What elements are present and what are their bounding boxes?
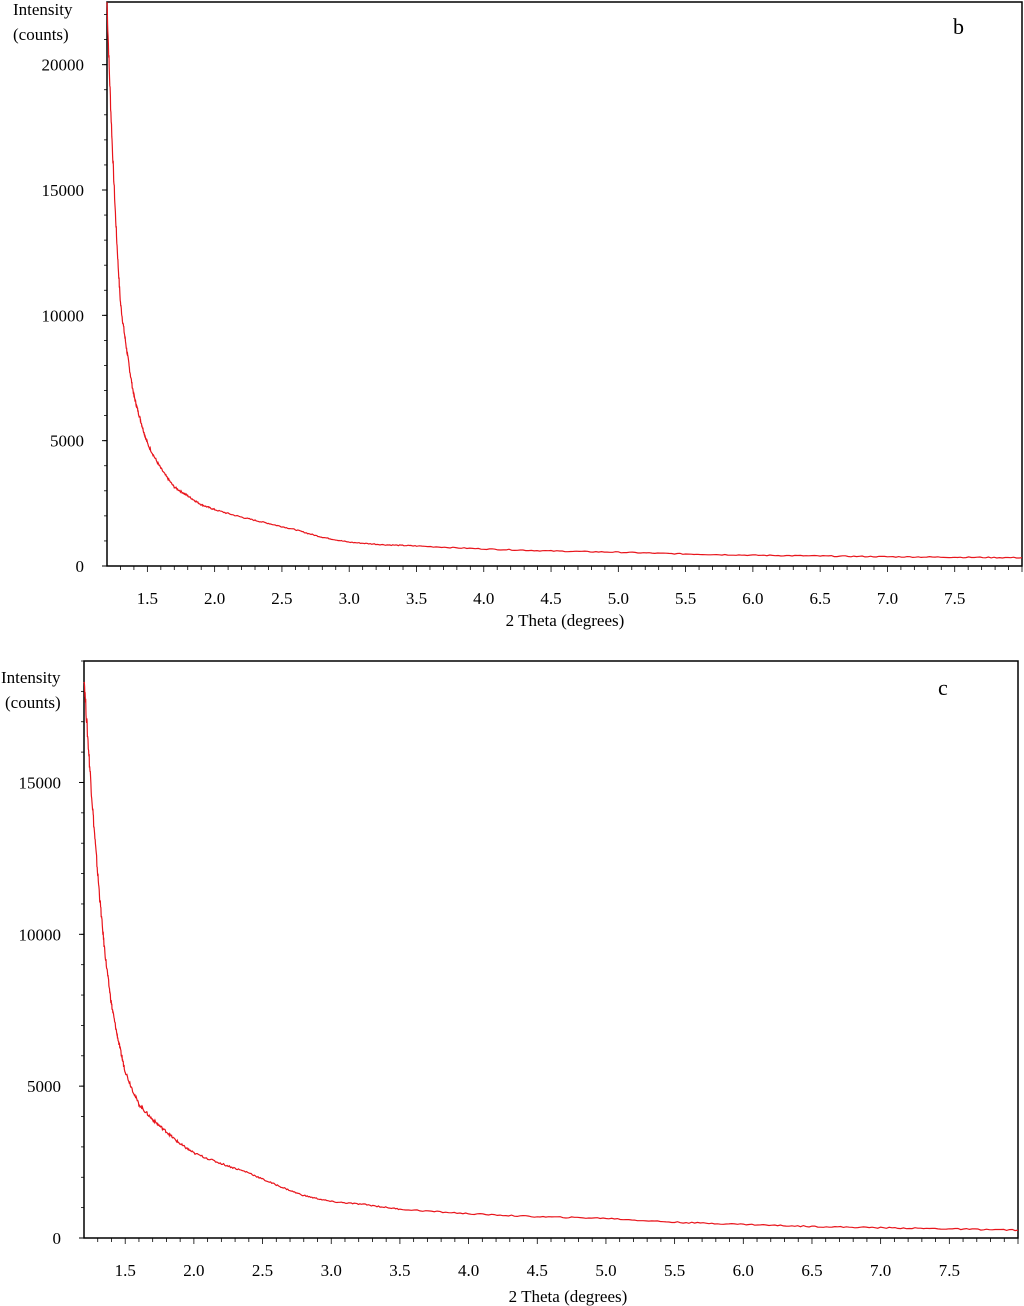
x-tick-label: 4.0 <box>458 1261 479 1280</box>
plot-frame <box>106 1 1023 567</box>
series-line <box>83 681 1019 1232</box>
x-tick-label: 4.5 <box>540 589 561 608</box>
chart-panel-c: 0 5000 10000 15000 1.5 2.0 2.5 3.0 3.5 4.0 4.5 5.0… <box>1 660 1019 1306</box>
x-tick-label: 6.5 <box>801 1261 822 1280</box>
x-tick-label: 2.5 <box>252 1261 273 1280</box>
x-tick-label: 4.5 <box>527 1261 548 1280</box>
y-axis-label-line1: Intensity <box>1 668 61 687</box>
y-tick-label: 5000 <box>27 1077 61 1096</box>
y-tick-label: 20000 <box>42 56 85 75</box>
plot-border <box>106 1 1023 567</box>
y-tick-label: 5000 <box>50 432 84 451</box>
x-tick-label: 2.0 <box>183 1261 204 1280</box>
y-tick-label: 0 <box>53 1229 62 1248</box>
x-axis-label: 2 Theta (degrees) <box>509 1287 628 1306</box>
y-tick-label: 15000 <box>42 181 85 200</box>
y-tick-label: 10000 <box>19 925 62 944</box>
chart-panel-b: 0 5000 10000 15000 20000 1.5 2.0 2.5 3.0 3.5 4.0 4… <box>13 0 1023 630</box>
x-tick-label: 5.0 <box>608 589 629 608</box>
panel-label: b <box>953 14 964 39</box>
x-tick-label: 1.5 <box>137 589 158 608</box>
x-tick-label: 3.5 <box>406 589 427 608</box>
x-tick-label: 3.5 <box>389 1261 410 1280</box>
y-axis-ticks: 0 5000 10000 15000 20000 <box>42 14 107 576</box>
y-axis-label-line2: (counts) <box>5 693 61 712</box>
y-axis-label-line2: (counts) <box>13 25 69 44</box>
x-tick-label: 2.0 <box>204 589 225 608</box>
y-tick-label: 15000 <box>19 773 62 792</box>
x-tick-label: 5.5 <box>664 1261 685 1280</box>
y-tick-label: 0 <box>76 557 85 576</box>
x-axis-ticks: 1.5 2.0 2.5 3.0 3.5 4.0 4.5 5.0 5.5 6.0 6.5 7.0 7.5 <box>120 566 1023 608</box>
x-tick-label: 6.0 <box>742 589 763 608</box>
plot-border <box>83 660 1019 1239</box>
y-axis-label-line1: Intensity <box>13 0 73 19</box>
x-tick-label: 7.0 <box>870 1261 891 1280</box>
y-tick-label: 10000 <box>42 306 85 325</box>
x-tick-label: 2.5 <box>271 589 292 608</box>
y-axis-ticks: 0 5000 10000 15000 <box>19 660 84 1248</box>
series-line <box>106 2 1023 559</box>
x-tick-label: 4.0 <box>473 589 494 608</box>
x-tick-label: 3.0 <box>339 589 360 608</box>
x-axis-ticks: 1.5 2.0 2.5 3.0 3.5 4.0 4.5 5.0 5.5 6.0 6.5 7.0 7.5 <box>97 1238 1019 1280</box>
panel-label: c <box>938 675 948 700</box>
x-tick-label: 7.5 <box>939 1261 960 1280</box>
x-tick-label: 3.0 <box>321 1261 342 1280</box>
x-tick-label: 7.5 <box>944 589 965 608</box>
x-tick-label: 1.5 <box>115 1261 136 1280</box>
x-tick-label: 5.0 <box>595 1261 616 1280</box>
x-tick-label: 6.0 <box>733 1261 754 1280</box>
plot-frame <box>83 660 1019 1239</box>
x-tick-label: 7.0 <box>877 589 898 608</box>
x-axis-label: 2 Theta (degrees) <box>506 611 625 630</box>
x-tick-label: 6.5 <box>810 589 831 608</box>
x-tick-label: 5.5 <box>675 589 696 608</box>
